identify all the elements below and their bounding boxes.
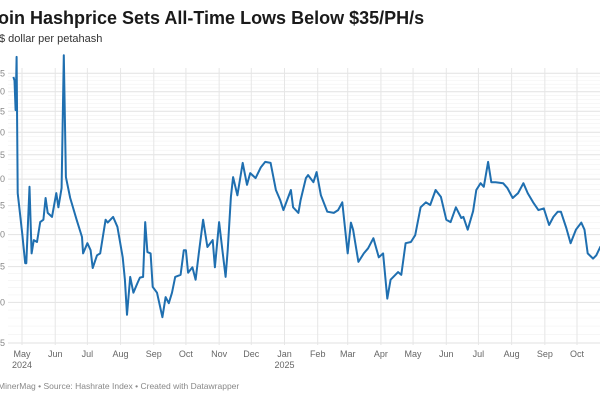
y-tick-label: 5 — [0, 150, 5, 160]
x-tick-year-label: 2024 — [12, 360, 32, 370]
x-tick-label: May — [13, 349, 31, 359]
series-layer — [12, 54, 600, 319]
y-axis-ticks: 5 0 5 0 5 0 5 0 5 0 5 — [0, 68, 5, 348]
x-tick-label: Sep — [537, 349, 553, 359]
x-tick-label: Dec — [243, 349, 260, 359]
x-tick-label: Oct — [570, 349, 585, 359]
y-tick-label: 0 — [0, 174, 5, 184]
x-tick-label: Jun — [48, 349, 63, 359]
y-tick-label: 5 — [0, 201, 5, 211]
grid-lines — [8, 68, 600, 345]
series-line-hashprice — [12, 54, 600, 319]
y-tick-label: 0 — [0, 87, 5, 97]
x-tick-label: Feb — [310, 349, 326, 359]
chart-footer: MinerMag • Source: Hashrate Index • Crea… — [0, 381, 240, 391]
y-tick-label: 0 — [0, 230, 5, 240]
x-tick-label: Jul — [473, 349, 485, 359]
x-tick-label: Nov — [211, 349, 228, 359]
y-tick-label: 5 — [0, 338, 5, 348]
y-tick-label: 5 — [0, 262, 5, 272]
y-tick-label: 5 — [0, 106, 5, 116]
y-tick-label: 5 — [0, 68, 5, 78]
x-tick-label: Jul — [82, 349, 94, 359]
x-tick-label: Aug — [113, 349, 129, 359]
x-tick-label: Oct — [179, 349, 194, 359]
x-tick-label: Aug — [504, 349, 520, 359]
x-tick-year-label: 2025 — [274, 360, 294, 370]
y-tick-label: 0 — [0, 297, 5, 307]
x-tick-label: Apr — [374, 349, 388, 359]
y-tick-label: 0 — [0, 127, 5, 137]
x-tick-label: Mar — [340, 349, 356, 359]
chart-subtitle: $ dollar per petahash — [0, 33, 103, 45]
chart-title: oin Hashprice Sets All-Time Lows Below $… — [0, 8, 425, 28]
x-tick-label: May — [405, 349, 423, 359]
x-tick-label: Jun — [439, 349, 454, 359]
x-tick-label: Sep — [146, 349, 162, 359]
x-tick-label: Jan — [277, 349, 292, 359]
